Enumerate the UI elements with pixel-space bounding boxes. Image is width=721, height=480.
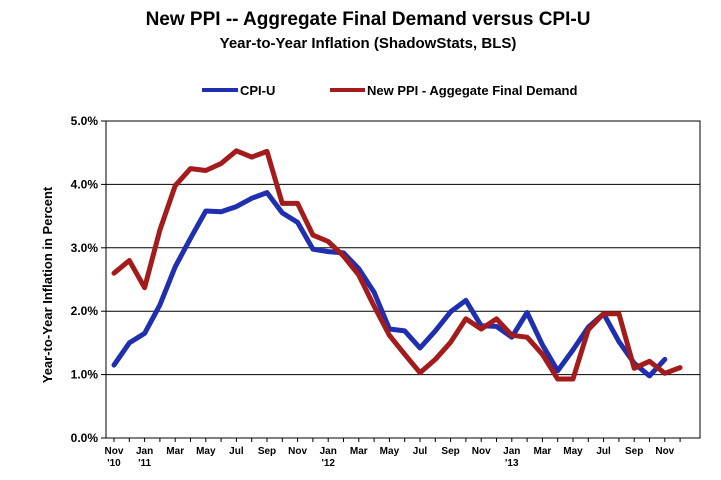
y-tick-label: 3.0% [71, 241, 99, 255]
x-tick-label: May [563, 446, 583, 457]
x-tick-label: Mar [534, 446, 552, 457]
series [111, 148, 683, 382]
series-line-cpi-u [111, 190, 668, 379]
y-axis-label: Year-to-Year Inflation in Percent [40, 186, 55, 383]
x-tick-label: Jul [229, 446, 244, 457]
y-tick-label: 1.0% [71, 368, 99, 382]
plot-area [105, 120, 701, 439]
y-tick-label: 5.0% [71, 114, 99, 128]
x-tick-label: Mar [350, 446, 368, 457]
series-line-new-ppi [111, 148, 683, 382]
x-tick-label-year: '12 [321, 458, 335, 469]
y-axis-ticks: 0.0% 1.0% 2.0% 3.0% 4.0% 5.0% [71, 114, 106, 445]
x-tick-label: Nov [655, 446, 674, 457]
legend-label-cpi-u: CPI-U [240, 83, 275, 98]
x-tick-label: Mar [166, 446, 184, 457]
chart-title: New PPI -- Aggregate Final Demand versus… [146, 9, 591, 30]
x-tick-label: Nov [472, 446, 491, 457]
x-tick-label: May [380, 446, 400, 457]
x-tick-label-year: '11 [138, 458, 151, 469]
x-tick-label: Jul [596, 446, 611, 457]
x-tick-label: May [196, 446, 216, 457]
x-tick-label: Sep [441, 446, 459, 457]
legend-label-new-ppi: New PPI - Aggegate Final Demand [367, 83, 578, 98]
x-tick-label: Nov [105, 446, 124, 457]
chart-subtitle: Year-to-Year Inflation (ShadowStats, BLS… [220, 35, 517, 52]
x-tick-label-year: '13 [505, 458, 519, 469]
legend: CPI-U New PPI - Aggegate Final Demand [202, 83, 578, 98]
x-tick-label: Jan [136, 446, 153, 457]
gridlines [106, 183, 700, 376]
x-tick-label: Jan [503, 446, 520, 457]
x-tick-label: Sep [258, 446, 276, 457]
x-tick-label: Nov [288, 446, 307, 457]
y-tick-label: 4.0% [71, 177, 99, 191]
y-tick-label: 2.0% [71, 304, 99, 318]
x-tick-label: Jul [413, 446, 428, 457]
y-tick-label: 0.0% [71, 431, 99, 445]
x-tick-label-year: '10 [107, 458, 121, 469]
x-tick-label: Jan [320, 446, 337, 457]
x-tick-label: Sep [625, 446, 643, 457]
